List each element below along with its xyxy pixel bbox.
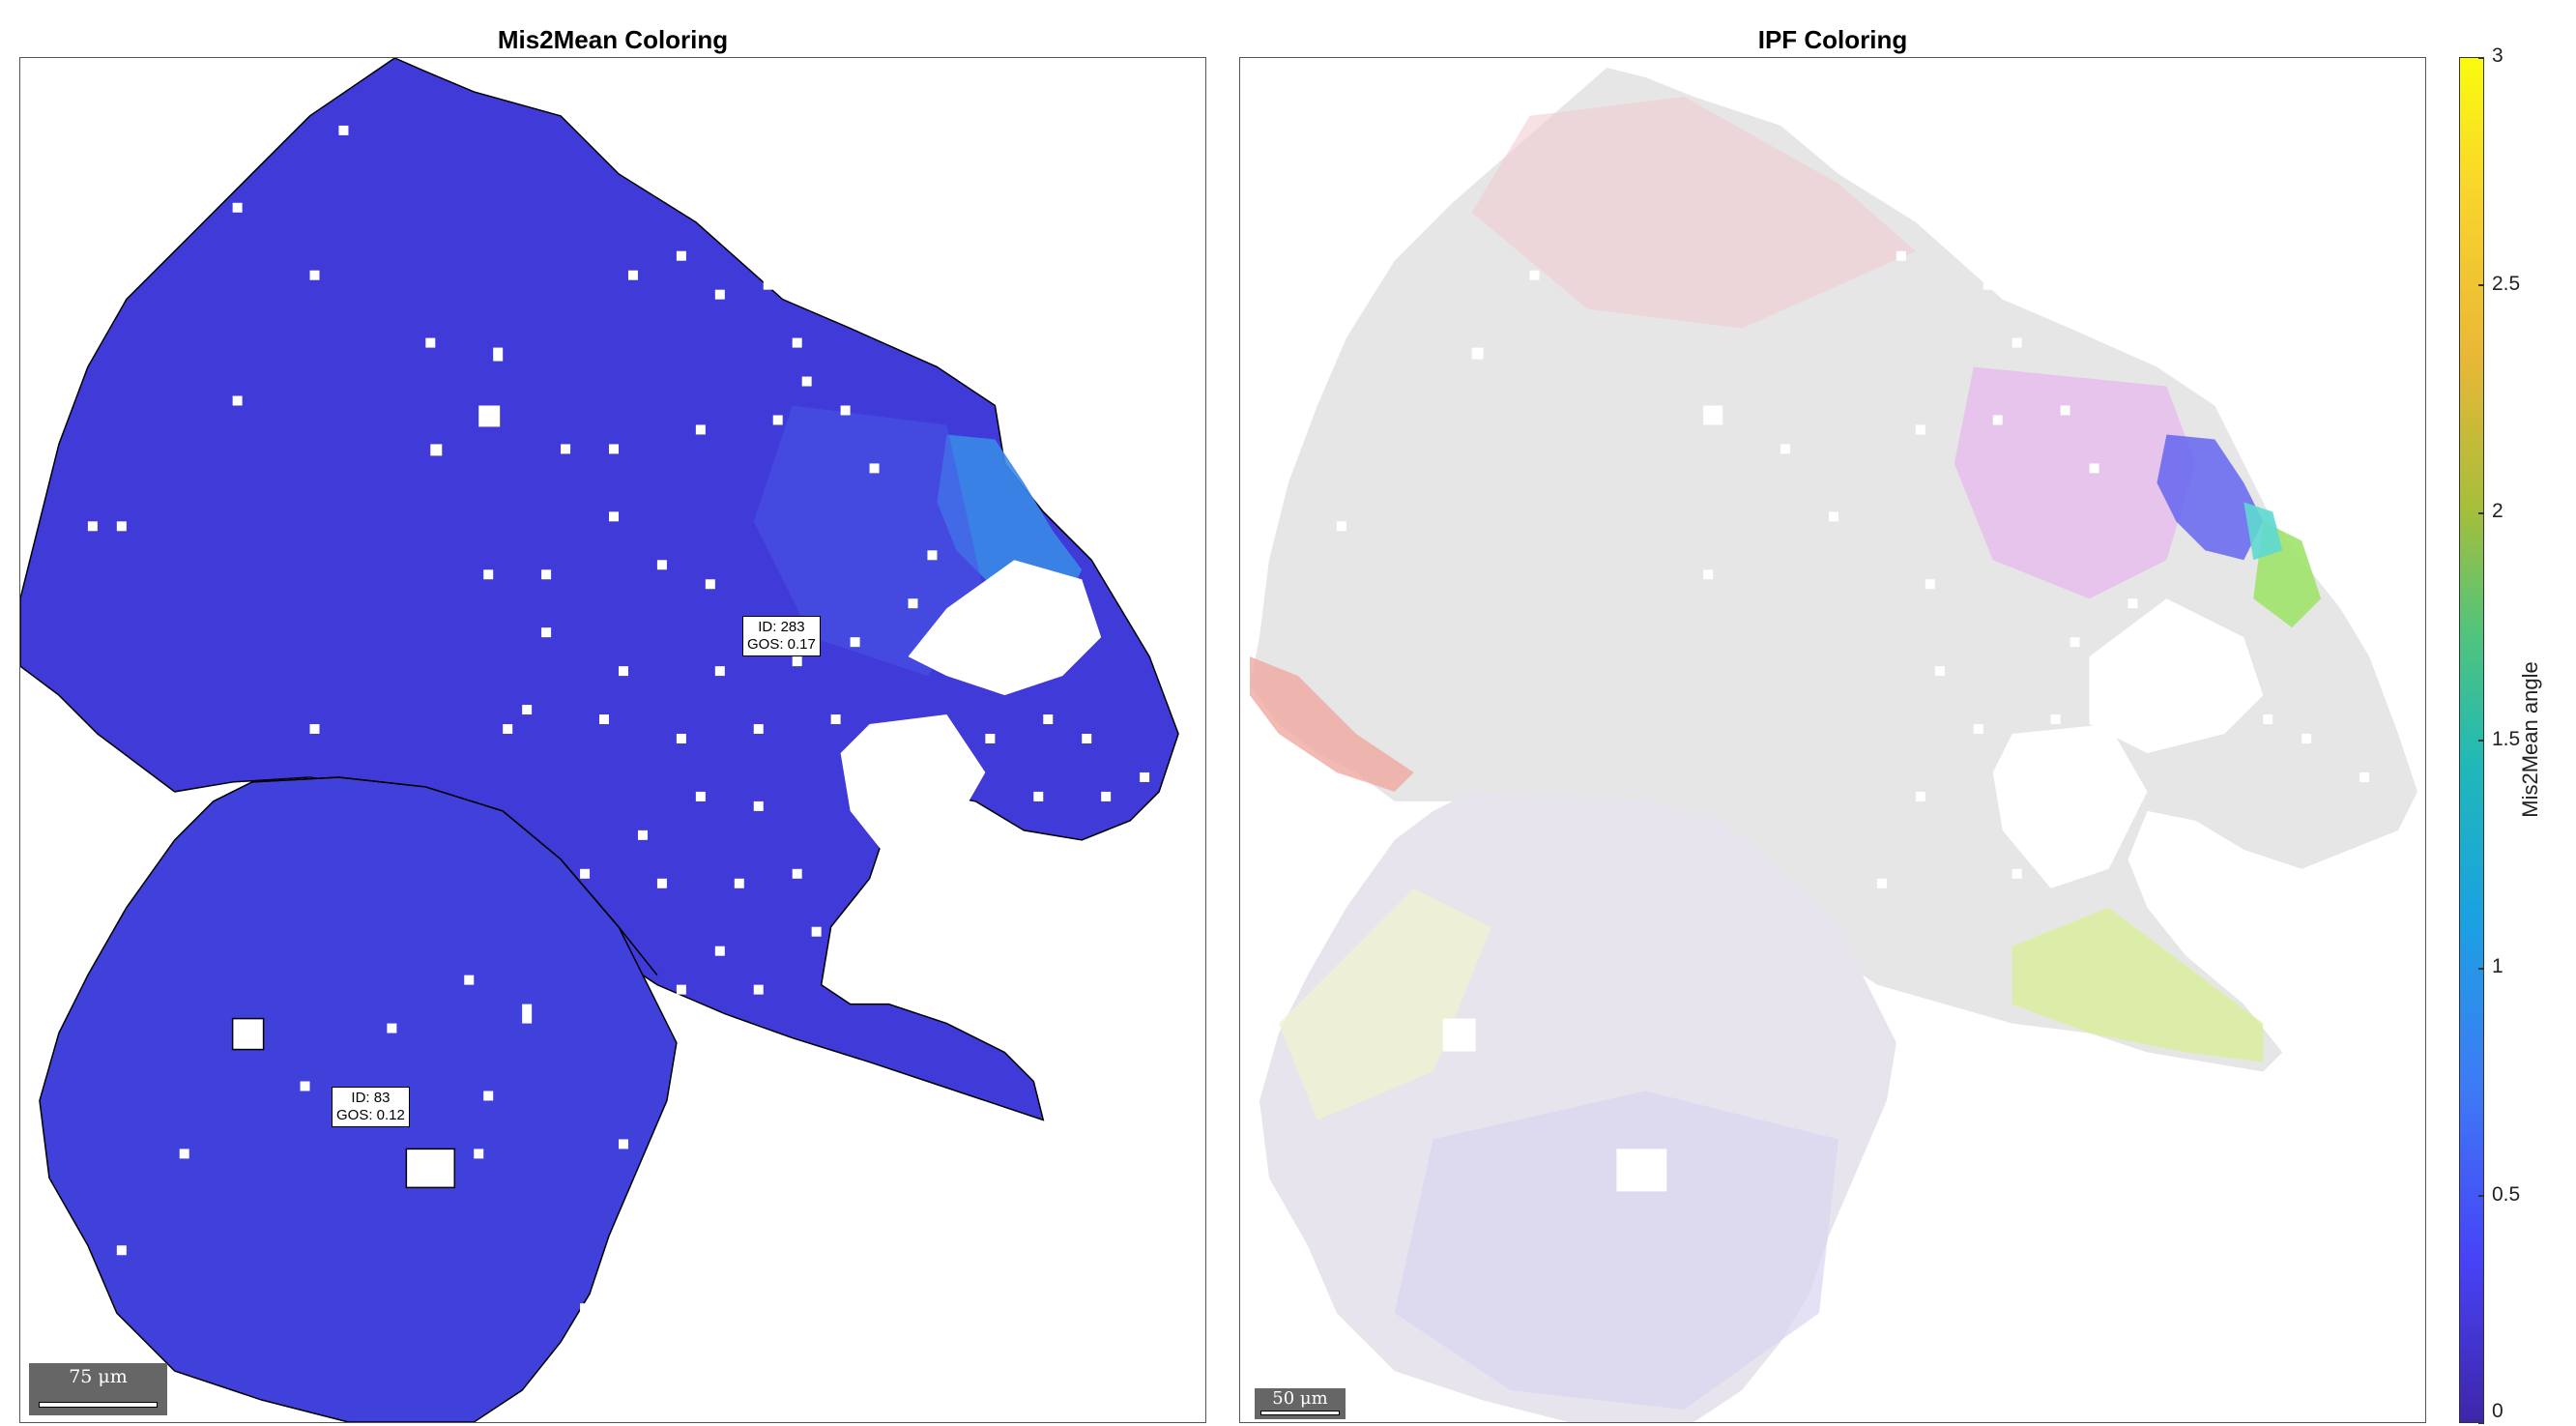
right-scalebar-label: 50 μm [1272, 1388, 1328, 1409]
ipf-left-pink-edge [1249, 656, 1414, 792]
right-notch [908, 560, 1102, 696]
colorbar-tick [2478, 1195, 2484, 1197]
ipf-right-notch [2089, 598, 2264, 753]
grain-283-id: ID: 283 [758, 619, 805, 635]
grain-283-region [20, 58, 1179, 1121]
ipf-right-notch-2 [1992, 724, 2148, 888]
right-scalebar-line [1260, 1411, 1340, 1415]
ipf-map-canvas [1249, 67, 2418, 1422]
grain-boundary-line [251, 776, 658, 976]
grain-label-283[interactable]: ID: 283 GOS: 0.17 [742, 616, 821, 656]
colorbar-tick-label: 3 [2492, 44, 2504, 67]
grain-83-id: ID: 83 [351, 1090, 391, 1106]
ipf-map[interactable] [1239, 57, 2426, 1423]
mis2mean-map[interactable] [19, 57, 1206, 1423]
colorbar-tick-label: 0.5 [2492, 1183, 2521, 1206]
ipf-magenta-zone [1954, 366, 2196, 599]
ipf-pink-zone [1471, 96, 1916, 329]
left-scalebar-label: 75 μm [69, 1366, 128, 1387]
grain-label-83[interactable]: ID: 83 GOS: 0.12 [332, 1087, 410, 1127]
colorbar-tick [2478, 284, 2484, 286]
ipf-lower-right-green [2012, 907, 2264, 1062]
colorbar-tick-label: 0 [2492, 1400, 2504, 1422]
ipf-teal-zone [2243, 502, 2283, 561]
grain-283-gos: GOS: 0.17 [747, 636, 816, 653]
colorbar-tick [2478, 512, 2484, 514]
colorbar-axis-label-text: Mis2Mean angle [2518, 661, 2542, 818]
grain-83-gos: GOS: 0.12 [336, 1107, 405, 1123]
ipf-grain-83-yellow [1278, 888, 1491, 1120]
ipf-grain-83-lavender [1394, 1091, 1838, 1411]
colorbar-tick-label: 1.5 [2492, 728, 2521, 750]
colorbar-tick-label: 2.5 [2492, 273, 2521, 295]
right-panel-title: IPF Coloring [1757, 25, 1908, 54]
unindexed-points [87, 125, 1150, 1314]
colorbar-tick [2478, 740, 2484, 742]
ipf-blue-zone [2156, 434, 2264, 561]
left-scalebar-line [39, 1402, 158, 1408]
colorbar-tick-label: 1 [2492, 955, 2504, 977]
left-scalebar: 75 μm [29, 1363, 167, 1415]
colorbar-tick-label: 2 [2492, 500, 2504, 522]
mis2mean-map-canvas [20, 58, 1179, 1422]
colorbar-tick [2478, 1422, 2484, 1424]
light-shade-patch [753, 405, 986, 677]
colorbar-tick [2478, 968, 2484, 970]
colorbar-tick [2478, 57, 2484, 59]
left-panel-title: Mis2Mean Coloring [497, 25, 729, 54]
right-notch-2 [840, 714, 986, 859]
right-scalebar: 50 μm [1255, 1388, 1346, 1419]
